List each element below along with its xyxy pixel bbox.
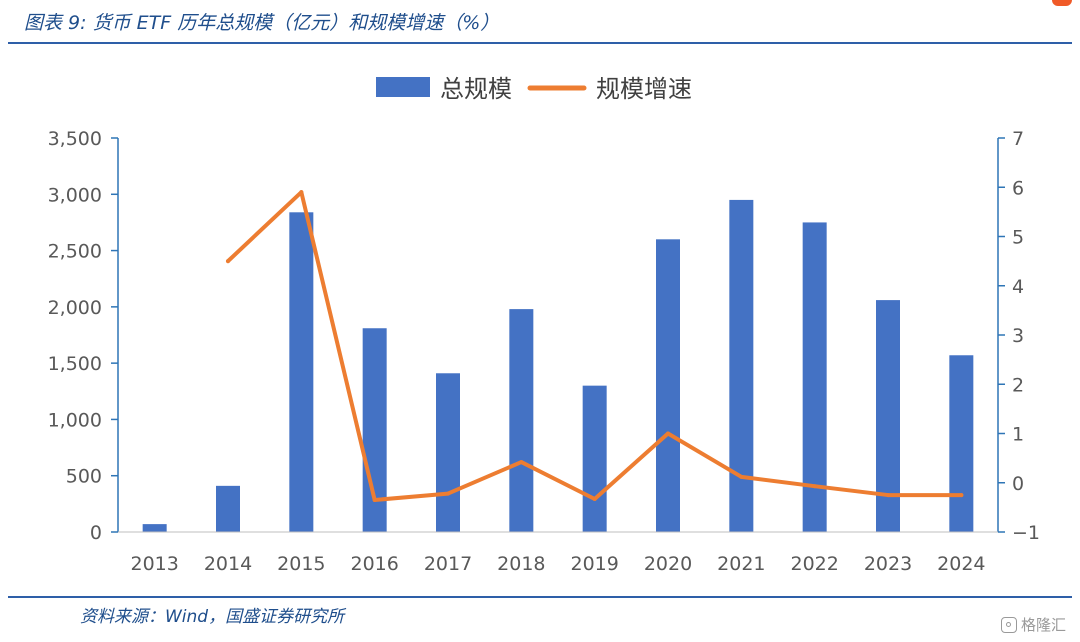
y-axis-left: 0 500 1,000 1,500 2,000 2,500 3,000 3,500 (48, 128, 119, 544)
x-tick-label: 2013 (130, 553, 178, 575)
watermark-logo-icon (1000, 616, 1017, 633)
y-right-tick-label: 6 (1012, 177, 1024, 199)
x-tick-label: 2022 (790, 553, 838, 575)
figure-title: 图表 9: 货币 ETF 历年总规模（亿元）和规模增速（%） (24, 12, 500, 34)
bar-2021 (729, 199, 754, 532)
x-tick-label: 2018 (497, 553, 545, 575)
y-right-tick-label: 2 (1012, 374, 1024, 396)
bar-2018 (509, 309, 534, 532)
bar-2024 (949, 355, 974, 532)
chart-legend: 总规模 规模增速 (376, 75, 692, 103)
y-right-tick-label: 1 (1012, 424, 1024, 446)
figure-header: 图表 9: 货币 ETF 历年总规模（亿元）和规模增速（%） (0, 0, 1080, 44)
header-rule (8, 42, 1072, 44)
line-series (226, 190, 964, 502)
bar-2022 (802, 222, 827, 532)
x-tick-label: 2019 (570, 553, 618, 575)
combo-chart: 总规模 规模增速 0 500 1,000 1,500 2,000 2,500 3,000 3,5… (48, 75, 1040, 575)
growth-point-2018 (519, 460, 524, 465)
y-left-tick-label: 500 (66, 466, 102, 488)
source-note: 资料来源：Wind，国盛证券研究所 (80, 607, 345, 627)
growth-point-2024 (959, 493, 964, 498)
growth-point-2014 (226, 259, 230, 264)
bar-2023 (876, 300, 900, 532)
y-left-tick-label: 1,000 (48, 409, 102, 431)
x-tick-label: 2016 (350, 553, 398, 575)
y-right-tick-label: −1 (1012, 522, 1040, 544)
bar-2019 (582, 385, 607, 532)
y-right-tick-label: 4 (1012, 276, 1024, 298)
x-tick-label: 2017 (424, 553, 472, 575)
y-left-tick-label: 2,500 (48, 241, 102, 263)
x-axis: 2013 2014 2015 2016 2017 2018 2019 2020 2021 2022… (118, 531, 998, 575)
bar-2015 (289, 212, 314, 532)
y-right-tick-label: 0 (1012, 473, 1024, 495)
legend-label-bar: 总规模 (440, 75, 512, 103)
y-left-tick-label: 3,000 (48, 184, 102, 206)
growth-point-2015 (299, 190, 304, 195)
y-left-tick-label: 3,500 (48, 128, 102, 150)
growth-point-2016 (372, 497, 377, 502)
growth-point-2019 (592, 497, 597, 502)
x-tick-label: 2015 (277, 553, 325, 575)
legend-swatch-bar (376, 77, 430, 97)
y-axis-right: −1 0 1 2 3 4 5 6 7 (997, 128, 1040, 544)
growth-point-2021 (739, 474, 744, 479)
x-tick-label: 2021 (717, 553, 765, 575)
y-right-tick-label: 3 (1012, 325, 1024, 347)
x-tick-label: 2020 (644, 553, 692, 575)
watermark-text: 格隆汇 (1020, 616, 1066, 634)
y-left-tick-label: 2,000 (48, 297, 102, 319)
corner-decoration (1052, 0, 1072, 6)
x-tick-label: 2014 (204, 553, 252, 575)
y-right-tick-label: 5 (1012, 227, 1024, 249)
legend-label-line: 规模增速 (596, 75, 692, 103)
growth-point-2020 (666, 431, 670, 436)
bar-2017 (436, 373, 460, 532)
watermark: 格隆汇 (1000, 614, 1066, 635)
x-tick-label: 2023 (864, 553, 912, 575)
growth-point-2023 (886, 493, 890, 498)
y-left-tick-label: 0 (90, 522, 102, 544)
footer-rule (8, 596, 1072, 598)
x-tick-label: 2024 (937, 553, 985, 575)
y-right-tick-label: 7 (1012, 128, 1024, 150)
bar-2020 (656, 239, 680, 533)
growth-point-2017 (446, 491, 450, 496)
growth-point-2022 (812, 484, 817, 489)
bar-2013 (142, 524, 167, 532)
y-left-tick-label: 1,500 (48, 353, 102, 375)
bar-2014 (216, 485, 240, 532)
